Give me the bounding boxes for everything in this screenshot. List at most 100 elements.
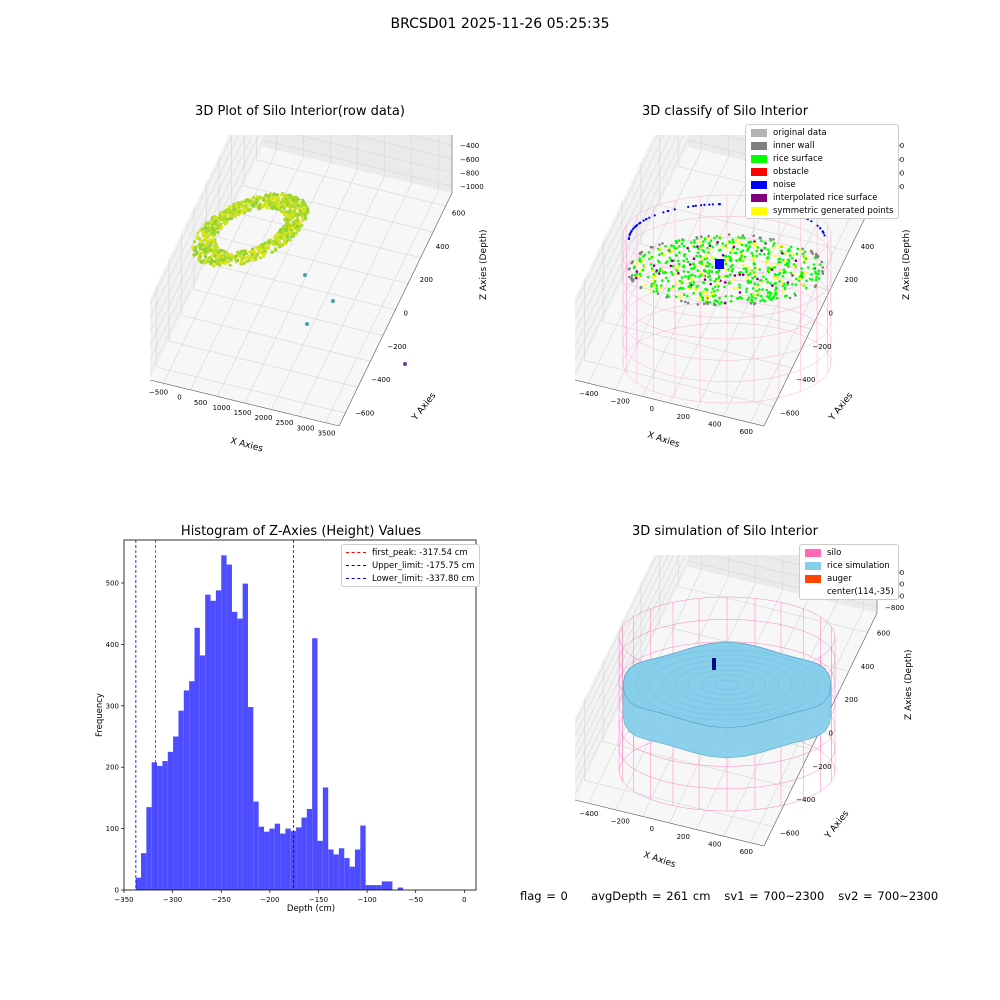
plot2-point <box>773 242 776 245</box>
plot2-point <box>772 244 775 247</box>
plot2-point <box>733 251 737 255</box>
plot1-xtick-label: 1500 <box>234 409 252 417</box>
plot2-grid-z <box>574 135 665 319</box>
plot1-point <box>232 207 236 211</box>
plot1-point <box>199 244 203 248</box>
plot1-point <box>196 231 200 235</box>
plot1-point <box>299 211 303 215</box>
plot2-point <box>748 245 751 248</box>
plot1-point <box>288 207 293 211</box>
plot2-point <box>650 255 654 259</box>
plot2-point <box>763 299 767 303</box>
plot2-point <box>726 275 729 278</box>
plot1-point <box>286 236 290 240</box>
plot2-classified-points <box>627 203 826 307</box>
plot2-grid-x <box>659 135 849 252</box>
plot2-point <box>755 289 758 293</box>
plot2-point <box>767 256 770 259</box>
plot2-point <box>634 276 638 280</box>
plot1-point <box>258 195 263 199</box>
plot1-point <box>300 216 305 220</box>
plot1-point <box>259 248 264 252</box>
histogram-bar <box>205 594 211 890</box>
plot1-point <box>289 232 293 236</box>
plot2-noise-point <box>666 210 669 213</box>
plot1-point <box>295 224 299 228</box>
plot2-noise-point <box>816 224 819 227</box>
plot1-point <box>210 254 214 258</box>
plot2-point <box>705 298 708 302</box>
plot2-point <box>692 262 696 266</box>
plot1-point <box>240 258 244 262</box>
plot2-point <box>801 276 804 279</box>
plot2-point <box>741 249 745 252</box>
plot2-point <box>695 254 698 258</box>
plot1-point <box>285 214 289 218</box>
plot2-point <box>650 282 654 286</box>
plot2-point <box>706 246 709 250</box>
plot2-point <box>737 296 740 300</box>
plot1-grid-z <box>149 135 453 333</box>
plot2-point <box>802 261 806 264</box>
plot2-point <box>747 240 751 244</box>
histogram-bar <box>306 808 313 890</box>
plot2-point <box>758 288 761 291</box>
plot4-legend-label: auger <box>827 573 852 584</box>
plot2-point <box>800 271 804 274</box>
plot4-ztick-label: −800 <box>885 604 904 612</box>
plot1-grid-y <box>217 135 331 397</box>
plot2-xtick-label: 400 <box>708 421 721 429</box>
plot4-xtick-label: −200 <box>611 818 630 826</box>
plot2-point <box>687 275 690 278</box>
plot2-point <box>780 249 783 253</box>
plot2-point <box>638 259 641 262</box>
plot2-point <box>718 302 721 306</box>
plot2-point <box>778 257 782 261</box>
plot2-noise-point <box>639 221 642 224</box>
plot2-point <box>698 240 701 244</box>
plot2-point <box>741 234 745 237</box>
plot2-point <box>650 285 653 288</box>
plot2-point <box>667 289 670 292</box>
plot2-point <box>715 282 719 286</box>
plot2-point <box>681 287 684 290</box>
plot4-rice-mesh <box>687 669 767 701</box>
histogram-legend-label: Lower_limit: -337.80 cm <box>372 573 475 584</box>
plot2-point <box>678 245 681 248</box>
plot2-point <box>670 259 674 263</box>
plot2-point <box>755 285 759 288</box>
histogram-bar <box>231 611 238 890</box>
plot2-point <box>787 258 791 262</box>
plot1-xtick-label: 3000 <box>297 424 315 432</box>
plot2-noise-point <box>821 230 824 233</box>
plot2-point <box>731 263 734 267</box>
plot2-point <box>643 283 647 287</box>
plot2-title: 3D classify of Silo Interior <box>641 104 809 119</box>
plot2-point <box>694 289 698 292</box>
plot2-point <box>798 277 801 281</box>
plot2-legend-item: obstacle <box>746 165 898 178</box>
plot2-point <box>800 273 803 276</box>
plot2-ytick-label: 400 <box>861 243 874 251</box>
plot1-point <box>204 247 208 251</box>
plot2-legend-item: symmetric generated points <box>746 204 898 217</box>
plot2-point <box>750 300 754 304</box>
histogram-ylabel: Frequency <box>95 693 105 737</box>
plot2-point <box>671 264 675 268</box>
histogram-legend-line <box>346 578 366 579</box>
histogram-xtick-label: −300 <box>163 896 182 904</box>
plot2-point <box>751 254 755 257</box>
plot1-point <box>223 210 227 214</box>
plot1-point <box>198 247 202 251</box>
plot1-outlier-point <box>331 299 335 303</box>
plot1-title: 3D Plot of Silo Interior(row data) <box>195 104 405 119</box>
plot2-point <box>709 282 712 286</box>
plot2-point <box>717 285 720 288</box>
plot1-point <box>221 258 225 262</box>
plot2-point <box>738 283 741 287</box>
plot1-point <box>284 229 288 233</box>
plot2-legend-swatch <box>751 154 767 163</box>
status-line: flag = 0 avgDepth = 261 cm sv1 = 700~230… <box>520 889 938 903</box>
plot2-point <box>786 249 790 253</box>
plot4-auger <box>712 658 716 670</box>
